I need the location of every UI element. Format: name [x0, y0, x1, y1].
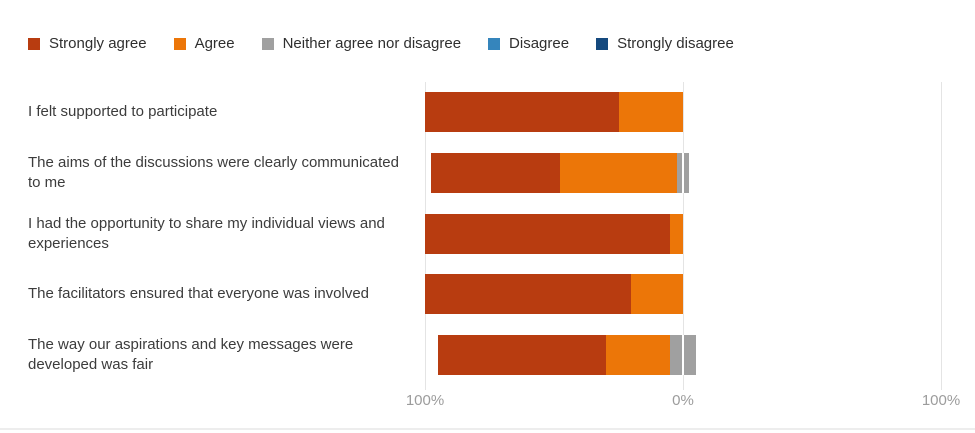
legend-item-neither-agree-nor-disagree[interactable]: Neither agree nor disagree	[261, 35, 462, 52]
legend-item-strongly-agree[interactable]: Strongly agree	[28, 35, 147, 52]
legend-item-label: Neither agree nor disagree	[282, 35, 462, 52]
legend-swatch-icon	[28, 37, 40, 50]
chart-legend: Strongly agree Agree Neither agree nor dis…	[28, 35, 734, 52]
bar-segment-strongly-agree[interactable]	[431, 152, 561, 193]
legend-item-agree[interactable]: Agree	[173, 35, 235, 52]
zero-line-gap	[682, 152, 684, 193]
x-axis-tick-label: 0%	[672, 392, 694, 409]
legend-item-disagree[interactable]: Disagree	[488, 35, 569, 52]
bottom-divider	[0, 428, 975, 430]
bar-segment-strongly-agree[interactable]	[425, 213, 671, 254]
bar-segment-agree[interactable]	[618, 92, 683, 133]
plot-area	[424, 82, 942, 390]
zero-line-gap	[682, 334, 684, 375]
legend-swatch-icon	[261, 37, 274, 50]
bar-segment-agree[interactable]	[605, 334, 671, 375]
legend-item-label: Disagree	[509, 35, 570, 52]
category-label: The way our aspirations and key messages…	[28, 335, 354, 373]
bar-segment-strongly-agree[interactable]	[425, 274, 632, 315]
bar-segment-agree[interactable]	[560, 152, 677, 193]
bar-segment-agree[interactable]	[631, 274, 683, 315]
legend-swatch-icon	[173, 37, 186, 50]
gridline	[940, 82, 942, 390]
bar-segment-strongly-agree[interactable]	[425, 92, 619, 133]
x-axis-tick-label: 100%	[405, 392, 445, 409]
category-label: I had the opportunity to share my indivi…	[28, 214, 385, 252]
legend-item-label: Agree	[194, 35, 235, 52]
legend-item-label: Strongly disagree	[617, 35, 734, 52]
bar-segment-agree[interactable]	[670, 213, 683, 254]
bar-segment-strongly-agree[interactable]	[437, 334, 606, 375]
legend-swatch-icon	[488, 37, 501, 50]
category-label: The facilitators ensured that everyone w…	[28, 285, 370, 303]
legend-item-label: Strongly agree	[49, 35, 147, 52]
category-label: The aims of the discussions were clearly…	[28, 153, 399, 191]
legend-item-strongly-disagree[interactable]: Strongly disagree	[596, 35, 734, 52]
gridline	[682, 82, 684, 390]
legend-swatch-icon	[596, 37, 609, 50]
category-label: I felt supported to participate	[28, 103, 218, 121]
x-axis-tick-label: 100%	[921, 392, 961, 409]
